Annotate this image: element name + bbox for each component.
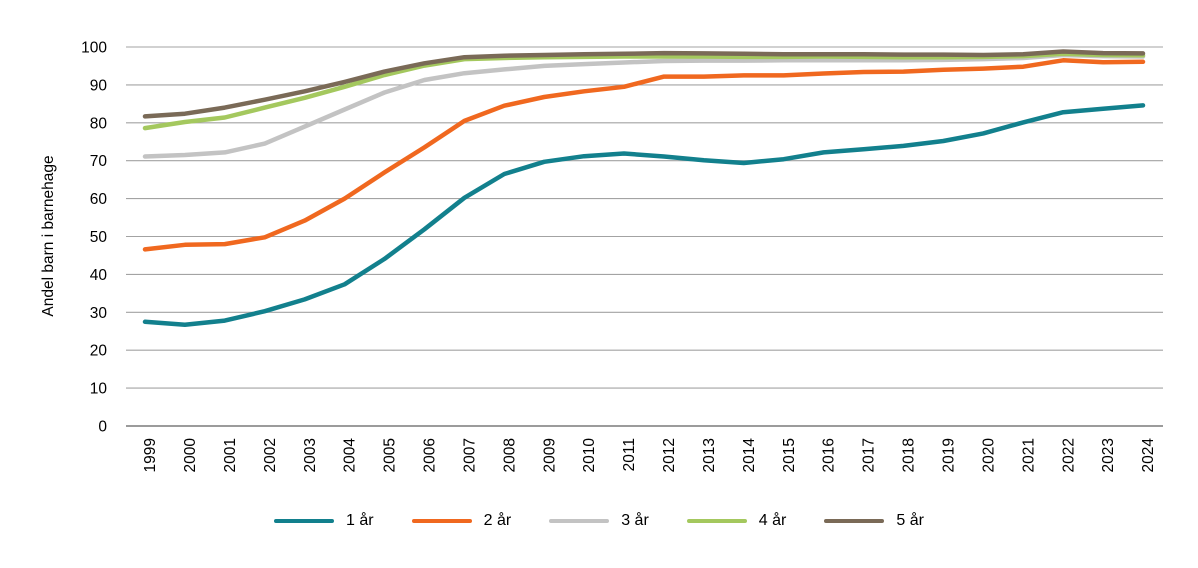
- x-tick-label-2022: 2022: [1060, 438, 1077, 472]
- legend-label: 3 år: [621, 512, 649, 529]
- y-tick-label-50: 50: [90, 229, 108, 246]
- legend-swatch-icon: [824, 518, 885, 524]
- x-tick-label-2021: 2021: [1020, 438, 1037, 472]
- x-tick-label-2023: 2023: [1100, 438, 1117, 472]
- x-tick-label-2002: 2002: [262, 438, 279, 472]
- x-tick-label-2024: 2024: [1140, 438, 1157, 473]
- x-tick-label-2006: 2006: [422, 438, 439, 472]
- y-tick-label-80: 80: [90, 115, 108, 132]
- y-tick-label-20: 20: [90, 343, 108, 360]
- legend-label: 5 år: [896, 512, 924, 529]
- legend-swatch-icon: [686, 518, 747, 524]
- y-tick-label-100: 100: [81, 40, 107, 57]
- series-line-4-år: [142, 51, 1146, 131]
- legend: 1 år 2 år 3 år 4 år 5 år: [0, 512, 1198, 530]
- x-tick-label-2015: 2015: [781, 438, 798, 472]
- series-line-5-år: [142, 49, 1146, 119]
- x-tick-label-2001: 2001: [222, 438, 239, 472]
- x-tick-label-2009: 2009: [541, 438, 558, 472]
- y-tick-label-0: 0: [98, 419, 107, 436]
- x-tick-label-1999: 1999: [142, 438, 159, 472]
- x-tick-label-2020: 2020: [980, 438, 997, 473]
- x-tick-label-2019: 2019: [940, 438, 957, 472]
- y-tick-label-70: 70: [90, 153, 108, 170]
- legend-swatch-icon: [549, 518, 610, 524]
- legend-label: 1 år: [346, 512, 374, 529]
- x-tick-label-2016: 2016: [821, 438, 838, 472]
- x-tick-label-2014: 2014: [741, 438, 758, 473]
- legend-swatch-icon: [411, 518, 472, 524]
- x-tick-label-2013: 2013: [701, 438, 718, 472]
- x-tick-label-2003: 2003: [302, 438, 319, 472]
- legend-item-3-år: 3 år: [549, 512, 649, 530]
- series-line-3-år: [142, 52, 1146, 159]
- legend-label: 2 år: [483, 512, 512, 529]
- y-tick-label-60: 60: [90, 191, 108, 208]
- legend-item-2-år: 2 år: [411, 512, 512, 530]
- x-tick-label-2008: 2008: [501, 438, 518, 472]
- x-tick-label-2004: 2004: [342, 438, 359, 473]
- y-tick-label-30: 30: [90, 305, 108, 322]
- series-line-2-år: [142, 58, 1146, 252]
- x-tick-label-2000: 2000: [182, 438, 199, 473]
- legend-item-4-år: 4 år: [686, 512, 787, 530]
- legend-item-5-år: 5 år: [824, 512, 924, 530]
- y-tick-label-10: 10: [90, 381, 108, 398]
- y-tick-label-40: 40: [90, 267, 108, 284]
- legend-label: 4 år: [758, 512, 787, 529]
- x-tick-label-2010: 2010: [581, 438, 598, 473]
- y-axis-title: Andel barn i barnehage: [40, 155, 57, 317]
- x-tick-label-2018: 2018: [901, 438, 918, 472]
- series-line-1-år: [142, 103, 1146, 328]
- y-tick-label-90: 90: [90, 77, 108, 94]
- x-tick-label-2017: 2017: [861, 438, 878, 472]
- x-tick-label-2012: 2012: [661, 438, 678, 472]
- legend-item-1-år: 1 år: [274, 512, 374, 530]
- x-tick-label-2005: 2005: [382, 438, 399, 472]
- x-tick-label-2007: 2007: [461, 438, 478, 472]
- x-tick-label-2011: 2011: [621, 438, 638, 471]
- legend-swatch-icon: [274, 518, 335, 524]
